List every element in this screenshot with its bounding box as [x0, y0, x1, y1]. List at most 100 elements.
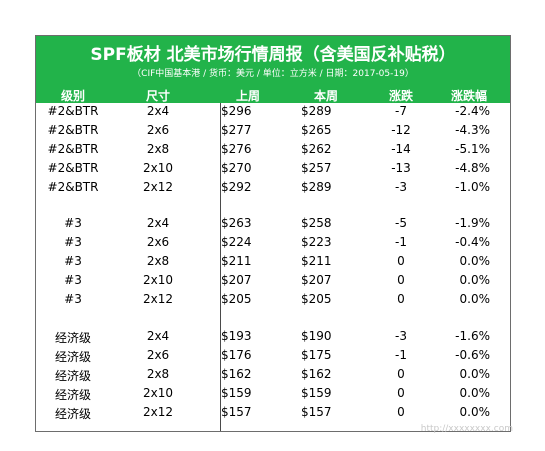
cell-change-pct: 0.0% [459, 386, 491, 400]
cell-grade: #2&BTR [47, 123, 99, 137]
cell-size: 2x6 [146, 123, 170, 137]
cell-last-week: $296 [221, 104, 252, 118]
column-divider [220, 103, 221, 431]
cell-change-pct: 0.0% [459, 405, 491, 419]
cell-this-week: $157 [301, 405, 332, 419]
cell-last-week: $162 [221, 367, 252, 381]
table-row: #3 2x12 $205 $205 0 0.0% [36, 291, 510, 310]
table-row: 经济级 2x6 $176 $175 -1 -0.6% [36, 347, 510, 366]
cell-change: -3 [395, 329, 407, 343]
cell-change-pct: -0.4% [455, 235, 490, 249]
cell-grade: #2&BTR [47, 104, 99, 118]
cell-this-week: $162 [301, 367, 332, 381]
cell-size: 2x10 [142, 386, 173, 400]
cell-change: -13 [391, 161, 411, 175]
cell-change: 0 [397, 254, 405, 268]
cell-this-week: $159 [301, 386, 332, 400]
cell-size: 2x8 [146, 367, 170, 381]
table-row: #3 2x4 $263 $258 -5 -1.9% [36, 215, 510, 234]
cell-grade: #3 [64, 273, 82, 287]
cell-this-week: $289 [301, 180, 332, 194]
cell-change: 0 [397, 292, 405, 306]
cell-last-week: $176 [221, 348, 252, 362]
watermark: http://xxxxxxxx.com [420, 424, 513, 434]
cell-change-pct: -4.3% [455, 123, 490, 137]
cell-grade: #3 [64, 235, 82, 249]
cell-grade: 经济级 [54, 331, 91, 345]
cell-grade: 经济级 [54, 350, 91, 364]
cell-change-pct: 0.0% [459, 292, 491, 306]
cell-last-week: $263 [221, 216, 252, 230]
cell-size: 2x4 [146, 329, 170, 343]
title-banner: SPF板材 北美市场行情周报（含美国反补贴税） （CIF中国基本港 / 货币：美… [36, 36, 510, 86]
cell-grade: #2&BTR [47, 180, 99, 194]
cell-change: 0 [397, 273, 405, 287]
cell-change: 0 [397, 405, 405, 419]
table-row: #2&BTR 2x12 $292 $289 -3 -1.0% [36, 179, 510, 198]
cell-this-week: $289 [301, 104, 332, 118]
cell-change-pct: -5.1% [455, 142, 490, 156]
cell-grade: 经济级 [54, 369, 91, 383]
table-row: #3 2x8 $211 $211 0 0.0% [36, 253, 510, 272]
cell-change: 0 [397, 367, 405, 381]
header-change-pct: 涨跌幅 [450, 89, 487, 103]
cell-last-week: $270 [221, 161, 252, 175]
cell-size: 2x10 [142, 273, 173, 287]
cell-size: 2x12 [142, 292, 173, 306]
cell-size: 2x12 [142, 180, 173, 194]
cell-size: 2x12 [142, 405, 173, 419]
cell-change-pct: -4.8% [455, 161, 490, 175]
cell-change: -1 [395, 348, 407, 362]
cell-last-week: $207 [221, 273, 252, 287]
cell-this-week: $262 [301, 142, 332, 156]
table-row: 经济级 2x4 $193 $190 -3 -1.6% [36, 328, 510, 347]
header-change: 涨跌 [388, 89, 413, 103]
cell-change-pct: 0.0% [459, 254, 491, 268]
cell-this-week: $207 [301, 273, 332, 287]
cell-change-pct: -0.6% [455, 348, 490, 362]
cell-grade: #2&BTR [47, 161, 99, 175]
cell-change-pct: 0.0% [459, 273, 491, 287]
table-row: #2&BTR 2x6 $277 $265 -12 -4.3% [36, 122, 510, 141]
report-title: SPF板材 北美市场行情周报（含美国反补贴税） [90, 45, 456, 65]
table-row: 经济级 2x12 $157 $157 0 0.0% [36, 404, 510, 423]
cell-size: 2x4 [146, 104, 170, 118]
cell-last-week: $276 [221, 142, 252, 156]
cell-last-week: $193 [221, 329, 252, 343]
cell-this-week: $258 [301, 216, 332, 230]
cell-last-week: $159 [221, 386, 252, 400]
cell-last-week: $292 [221, 180, 252, 194]
cell-change: -7 [395, 104, 407, 118]
table-row: #2&BTR 2x8 $276 $262 -14 -5.1% [36, 141, 510, 160]
cell-change: -14 [391, 142, 411, 156]
table-row: #2&BTR 2x4 $296 $289 -7 -2.4% [36, 103, 510, 122]
table-row: #3 2x10 $207 $207 0 0.0% [36, 272, 510, 291]
table-header: 级别 尺寸 上周 本周 涨跌 涨跌幅 [36, 86, 510, 103]
cell-grade: #3 [64, 292, 82, 306]
cell-grade: 经济级 [54, 388, 91, 402]
cell-last-week: $277 [221, 123, 252, 137]
cell-this-week: $223 [301, 235, 332, 249]
cell-change: -3 [395, 180, 407, 194]
cell-this-week: $190 [301, 329, 332, 343]
cell-grade: #3 [64, 216, 82, 230]
cell-this-week: $205 [301, 292, 332, 306]
cell-size: 2x6 [146, 235, 170, 249]
cell-this-week: $175 [301, 348, 332, 362]
cell-grade: 经济级 [54, 407, 91, 421]
table-row: 经济级 2x10 $159 $159 0 0.0% [36, 385, 510, 404]
cell-size: 2x8 [146, 142, 170, 156]
cell-change-pct: -2.4% [455, 104, 490, 118]
cell-grade: #2&BTR [47, 142, 99, 156]
cell-this-week: $211 [301, 254, 332, 268]
price-report-table: SPF板材 北美市场行情周报（含美国反补贴税） （CIF中国基本港 / 货币：美… [35, 35, 511, 432]
table-row: #3 2x6 $224 $223 -1 -0.4% [36, 234, 510, 253]
cell-change: 0 [397, 386, 405, 400]
cell-last-week: $224 [221, 235, 252, 249]
header-last-week: 上周 [235, 89, 260, 103]
table-row: #2&BTR 2x10 $270 $257 -13 -4.8% [36, 160, 510, 179]
header-size: 尺寸 [145, 89, 170, 103]
cell-change: -1 [395, 235, 407, 249]
cell-size: 2x10 [142, 161, 173, 175]
cell-change-pct: -1.0% [455, 180, 490, 194]
